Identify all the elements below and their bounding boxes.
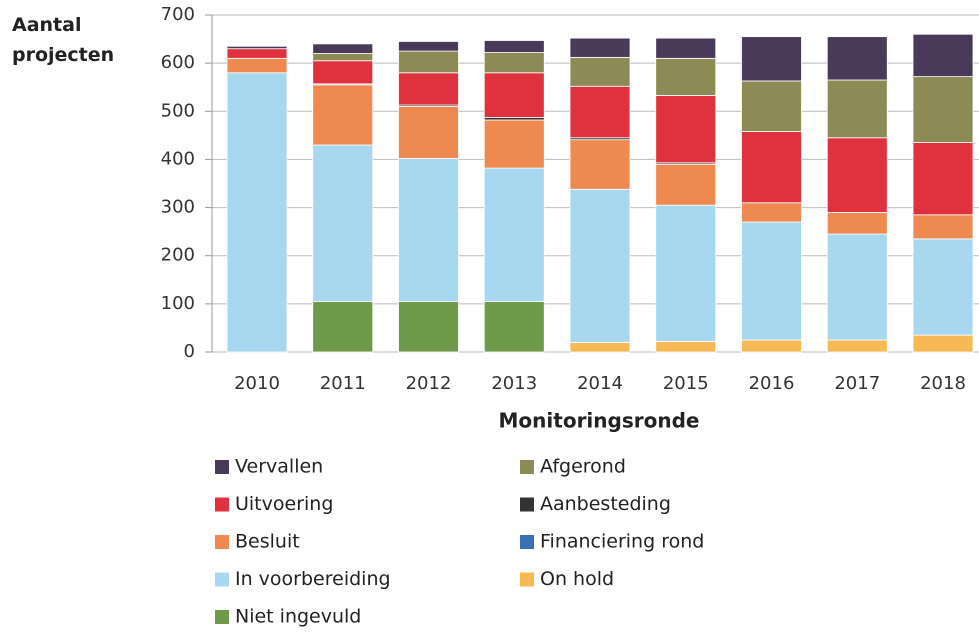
x-tick-label: 2011 bbox=[320, 373, 366, 394]
x-tick-label: 2010 bbox=[234, 373, 280, 394]
bar-segment bbox=[655, 341, 717, 353]
bar-segment bbox=[655, 204, 717, 342]
bar-segment bbox=[312, 53, 374, 62]
legend-text: Aanbesteding bbox=[540, 493, 671, 515]
bar-segment bbox=[741, 202, 802, 223]
bar-segment bbox=[569, 139, 631, 190]
x-tick-label: 2013 bbox=[491, 373, 537, 394]
bar-segment bbox=[912, 33, 974, 78]
bar-segment bbox=[741, 80, 802, 132]
bar-segment bbox=[569, 85, 631, 139]
y-axis-title: Aantal projecten bbox=[12, 14, 115, 66]
bar-segment bbox=[655, 57, 717, 96]
legend-text: Uitvoering bbox=[235, 493, 333, 515]
bar-segment bbox=[912, 238, 974, 336]
bar-segment bbox=[912, 142, 974, 216]
x-tick-label: 2016 bbox=[749, 373, 795, 394]
bar-segment bbox=[226, 57, 288, 74]
bar-segment bbox=[312, 144, 374, 302]
bar-segment bbox=[655, 163, 717, 206]
bar-segment bbox=[398, 158, 459, 302]
legend-swatch bbox=[520, 497, 534, 512]
bar-segment bbox=[912, 334, 974, 353]
legend-swatch bbox=[215, 610, 229, 624]
bar-segment bbox=[826, 79, 888, 139]
bar-segment bbox=[741, 221, 802, 341]
y-tick-label: 500 bbox=[161, 100, 195, 121]
x-tick-label: 2015 bbox=[663, 373, 709, 394]
bar-segment bbox=[741, 131, 802, 204]
y-tick-label: 400 bbox=[161, 148, 195, 169]
legend-text: Afgerond bbox=[540, 456, 626, 478]
bar-segment bbox=[826, 36, 888, 81]
bar-segment bbox=[483, 301, 545, 353]
bar-segment bbox=[312, 60, 374, 85]
x-tick-label: 2017 bbox=[834, 373, 880, 394]
bar-segment bbox=[655, 37, 717, 59]
bar-segment bbox=[398, 50, 459, 74]
bar-segment bbox=[312, 301, 374, 353]
legend-swatch bbox=[215, 497, 229, 512]
bar-segment bbox=[826, 137, 888, 213]
legend-text: In voorbereiding bbox=[235, 568, 391, 590]
legend-text: Besluit bbox=[235, 531, 300, 553]
x-tick-label: 2012 bbox=[406, 373, 452, 394]
legend-swatch bbox=[520, 460, 534, 474]
bar-segment bbox=[569, 341, 631, 353]
y-tick-label: 600 bbox=[161, 52, 195, 73]
bar-segment bbox=[569, 188, 631, 343]
y-tick-label: 300 bbox=[161, 197, 195, 218]
bar-segment bbox=[483, 40, 545, 53]
legend-swatch bbox=[215, 535, 229, 549]
bar-segment bbox=[912, 76, 974, 143]
bar-segment bbox=[483, 72, 545, 118]
bar-segment bbox=[569, 37, 631, 58]
bar-segment bbox=[398, 106, 459, 159]
x-tick-label: 2018 bbox=[920, 373, 966, 394]
legend-text: Vervallen bbox=[235, 456, 323, 478]
bar-segment bbox=[226, 45, 288, 50]
x-axis-title: Monitoringsronde bbox=[499, 409, 700, 433]
bar-segment bbox=[398, 72, 459, 106]
bar-segment bbox=[655, 94, 717, 164]
bar-segment bbox=[483, 167, 545, 302]
y-tick-label: 100 bbox=[161, 293, 195, 314]
legend-swatch bbox=[215, 460, 229, 474]
y-tick-label: 700 bbox=[161, 4, 195, 25]
bar-segment bbox=[226, 48, 288, 59]
y-tick-label: 0 bbox=[184, 341, 195, 362]
legend-swatch bbox=[520, 572, 534, 587]
bar-segment bbox=[826, 233, 888, 341]
bar-segment bbox=[312, 43, 374, 54]
bar-segment bbox=[826, 211, 888, 235]
bar-segment bbox=[226, 72, 288, 353]
bar-segment bbox=[741, 36, 802, 82]
legend-text: Niet ingevuld bbox=[235, 606, 361, 628]
legend-swatch bbox=[520, 535, 534, 549]
bar-segment bbox=[483, 52, 545, 74]
x-tick-label: 2014 bbox=[577, 373, 623, 394]
bar-segment bbox=[398, 41, 459, 52]
bar-segment bbox=[741, 339, 802, 353]
bar-segment bbox=[312, 84, 374, 146]
legend-swatch bbox=[215, 572, 229, 587]
bar-segment bbox=[483, 119, 545, 169]
bar-segment bbox=[398, 301, 459, 353]
y-tick-label: 200 bbox=[161, 245, 195, 266]
bar-segment bbox=[826, 339, 888, 353]
bar-segment bbox=[912, 214, 974, 240]
bar-segment bbox=[569, 56, 631, 87]
legend-text: Financiering rond bbox=[540, 531, 704, 553]
legend-text: On hold bbox=[540, 568, 614, 590]
